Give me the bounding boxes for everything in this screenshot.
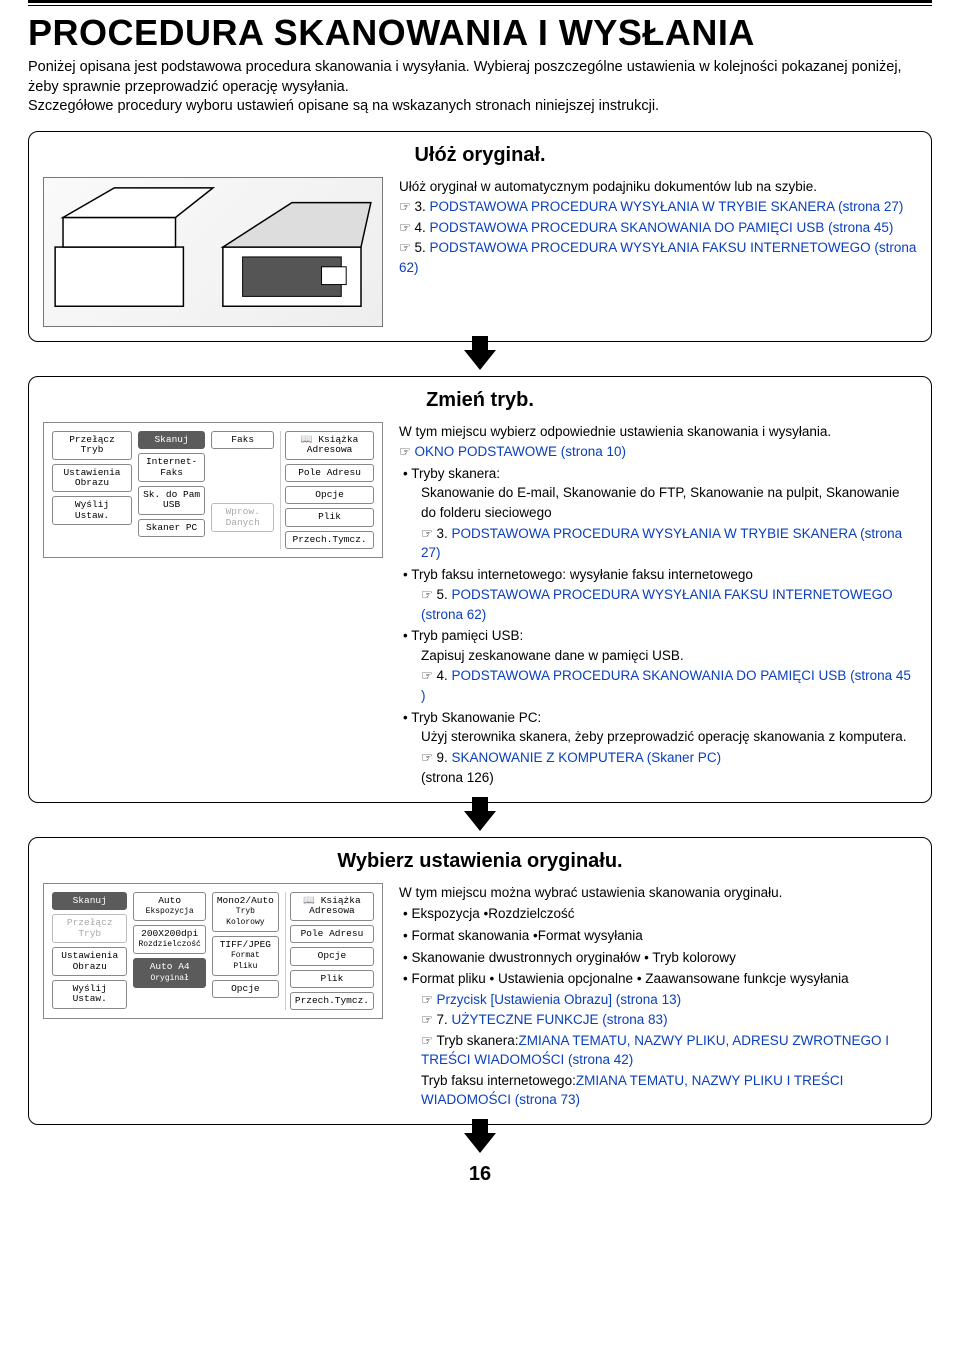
panel-button[interactable]: Faks [211,431,274,449]
step-1-card: Ułóż oryginał. Ułóż oryginał w automatyc… [28,131,932,342]
panel-button[interactable]: Plik [290,970,374,988]
step-3-text: W tym miejscu można wybrać ustawienia sk… [399,883,917,1110]
arrow-icon [464,1133,496,1153]
panel-button[interactable]: Skaner PC [138,519,205,537]
panel-button[interactable]: Auto A4Oryginał [133,958,205,987]
panel-button[interactable]: Opcje [285,486,374,504]
link-ref[interactable]: PODSTAWOWA PROCEDURA SKANOWANIA DO PAMIĘ… [452,668,847,683]
link-ref[interactable]: SKANOWANIE Z KOMPUTERA (Skaner PC) [452,750,722,765]
panel-button[interactable]: Pole Adresu [290,925,374,943]
panel-button[interactable]: Przełącz Tryb [52,431,132,460]
step-2-title: Zmień tryb. [43,389,917,412]
step-2-text: W tym miejscu wybierz odpowiednie ustawi… [399,422,917,788]
intro-text: Poniżej opisana jest podstawowa procedur… [28,58,932,117]
link-ref[interactable]: PODSTAWOWA PROCEDURA SKANOWANIA DO PAMIĘ… [430,220,825,235]
step-1-text: Ułóż oryginał w automatycznym podajniku … [399,177,917,327]
panel-button[interactable]: Opcje [290,947,374,965]
link-ref[interactable]: OKNO PODSTAWOWE [414,444,557,459]
arrow-icon [464,350,496,370]
rule-top2 [28,5,932,6]
panel-button[interactable]: Przech.Tymcz. [285,531,374,549]
step-1-title: Ułóż oryginał. [43,144,917,167]
link-ref[interactable]: PODSTAWOWA PROCEDURA WYSYŁANIA W TRYBIE … [430,199,835,214]
panel-button[interactable]: Wyślij Ustaw. [52,980,127,1009]
step-3-title: Wybierz ustawienia oryginału. [43,850,917,873]
panel-button[interactable]: Mono2/AutoTryb Kolorowy [212,892,279,932]
panel-button[interactable]: Opcje [212,980,279,998]
panel-button[interactable]: Skanuj [138,431,205,449]
panel-button[interactable]: Przech.Tymcz. [290,992,374,1010]
panel-button[interactable]: TIFF/JPEGFormat Pliku [212,936,279,976]
rule-top [28,0,932,3]
step-3-card: Wybierz ustawienia oryginału. Skanuj Prz… [28,837,932,1125]
step-3-panel: Skanuj Przełącz Tryb Ustawienia Obrazu W… [43,883,383,1110]
panel-button[interactable]: 📖 Książka Adresowa [290,892,374,921]
panel-button[interactable]: 📖 Książka Adresowa [285,431,374,460]
link-ref[interactable]: UŻYTECZNE FUNKCJE [452,1012,599,1027]
page-number: 16 [28,1163,932,1186]
panel-button[interactable]: Sk. do Pam USB [138,486,205,515]
panel-button[interactable]: Wyślij Ustaw. [52,496,132,525]
step-1-illustration [43,177,383,327]
step-2-card: Zmień tryb. Przełącz Tryb Ustawienia Obr… [28,376,932,803]
link-ref[interactable]: PODSTAWOWA PROCEDURA WYSYŁANIA W TRYBIE … [452,526,857,541]
link-ref[interactable]: PODSTAWOWA PROCEDURA WYSYŁANIA FAKSU INT… [430,240,871,255]
panel-button[interactable]: 200X200dpiRozdzielczość [133,925,205,954]
panel-button[interactable]: Pole Adresu [285,464,374,482]
panel-button[interactable]: Przełącz Tryb [52,914,127,943]
panel-button[interactable]: Ustawienia Obrazu [52,464,132,493]
panel-button[interactable]: AutoEkspozycja [133,892,205,921]
panel-button[interactable]: Skanuj [52,892,127,910]
panel-button[interactable]: Plik [285,508,374,526]
step-2-panel: Przełącz Tryb Ustawienia Obrazu Wyślij U… [43,422,383,788]
arrow-icon [464,811,496,831]
link-ref[interactable]: Przycisk [Ustawienia Obrazu] [436,992,612,1007]
scanner-icon [44,178,382,326]
panel-button[interactable]: Internet-Faks [138,453,205,482]
link-ref[interactable]: PODSTAWOWA PROCEDURA WYSYŁANIA FAKSU INT… [452,587,893,602]
page-title: PROCEDURA SKANOWANIA I WYSŁANIA [28,12,932,54]
panel-button[interactable]: Wprow. Danych [211,503,274,532]
panel-button[interactable]: Ustawienia Obrazu [52,947,127,976]
